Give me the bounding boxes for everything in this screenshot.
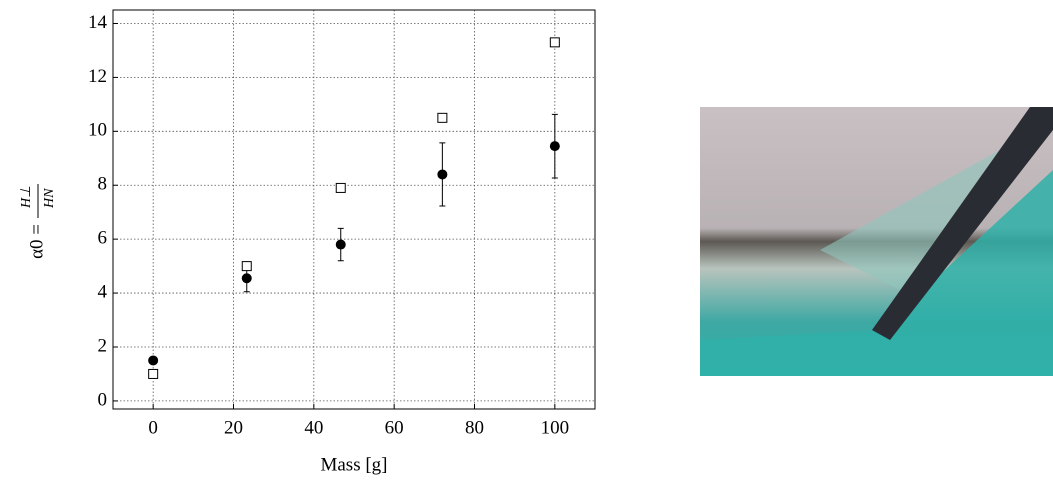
x-tick-label: 20 xyxy=(224,417,243,438)
photo xyxy=(700,107,1053,376)
x-tick-label: 0 xyxy=(148,417,158,438)
plot-frame xyxy=(112,9,596,410)
y-axis-label: α0 = H⊥ HN xyxy=(19,184,57,259)
x-tick-label: 40 xyxy=(304,417,323,438)
x-tick-label: 60 xyxy=(385,417,404,438)
circle-marker xyxy=(241,273,252,284)
y-label-lhs: α0 = xyxy=(26,224,47,259)
circle-marker xyxy=(549,141,560,152)
y-tick-label: 8 xyxy=(98,174,108,195)
circle-marker xyxy=(335,239,346,250)
y-tick-label: 2 xyxy=(98,335,108,356)
y-label-den: HN xyxy=(42,188,57,209)
circle-marker xyxy=(437,169,448,180)
y-tick-label: 4 xyxy=(98,281,108,302)
x-tick-label: 80 xyxy=(465,417,484,438)
y-tick-label: 12 xyxy=(88,66,107,87)
circle-marker xyxy=(148,355,159,366)
square-marker xyxy=(549,37,560,48)
square-marker xyxy=(437,112,448,123)
y-label-num: H⊥ xyxy=(19,186,34,209)
x-tick-label: 100 xyxy=(541,417,570,438)
square-marker xyxy=(241,261,252,272)
y-tick-label: 0 xyxy=(98,389,108,410)
square-marker xyxy=(335,182,346,193)
square-marker xyxy=(148,368,159,379)
y-tick-label: 6 xyxy=(98,228,108,249)
y-tick-label: 14 xyxy=(88,12,108,33)
x-axis-label: Mass [g] xyxy=(320,454,387,475)
y-tick-label: 10 xyxy=(88,120,107,141)
